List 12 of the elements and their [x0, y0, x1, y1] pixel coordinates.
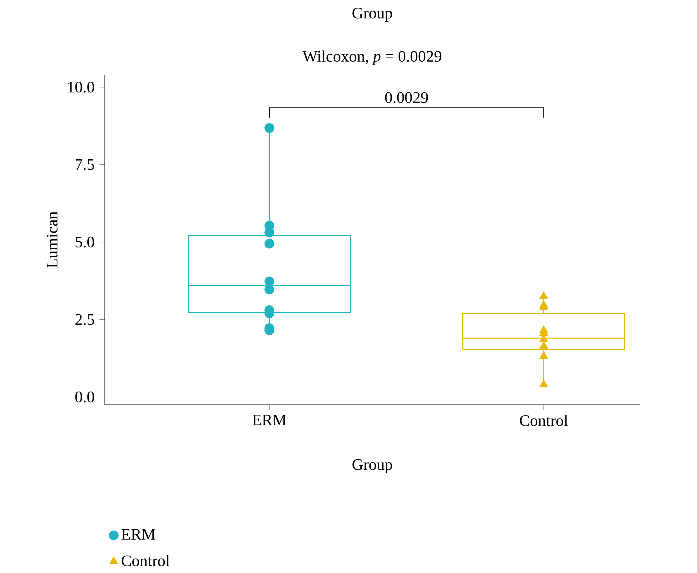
- y-axis-title: Lumican: [47, 212, 58, 268]
- legend-label: ERM: [122, 529, 156, 540]
- y-tick-label: 5.0: [76, 236, 94, 248]
- y-tick-label: 0.0: [76, 392, 94, 403]
- chart-title: Group: [352, 8, 392, 22]
- y-tick-label: 10.0: [68, 82, 94, 93]
- legend-label: Control: [122, 555, 170, 566]
- x-axis-title: Group: [352, 459, 392, 474]
- annotation: 0.0029: [385, 92, 428, 104]
- y-tick-label: 7.5: [76, 159, 94, 170]
- chart-subtitle: Wilcoxon, p = 0.0029: [302, 50, 442, 66]
- y-tick-label: 2.5: [76, 314, 94, 326]
